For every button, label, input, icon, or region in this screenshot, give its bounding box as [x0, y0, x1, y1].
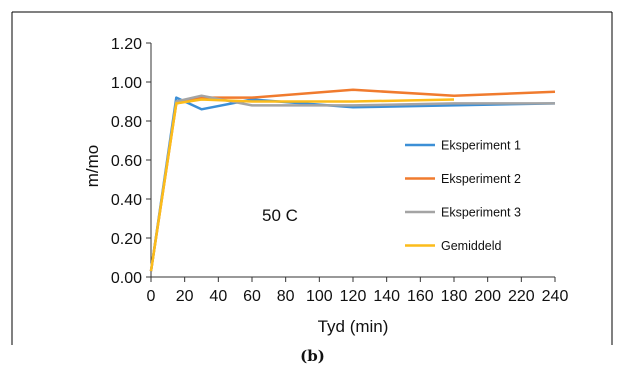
x-tick-label: 160 — [407, 288, 434, 305]
y-tick-label: 0.80 — [111, 114, 142, 131]
x-tick-label: 20 — [176, 288, 194, 305]
x-tick-label: 220 — [508, 288, 535, 305]
y-tick-label: 0.40 — [111, 192, 142, 209]
x-tick-label: 100 — [306, 288, 333, 305]
y-tick-label: 0.20 — [111, 231, 142, 248]
x-tick-label: 120 — [340, 288, 367, 305]
legend-label: Gemiddeld — [441, 239, 501, 253]
figure-caption: (b) — [300, 347, 325, 365]
y-axis-label: m/mo — [83, 145, 102, 188]
y-tick-label: 1.20 — [111, 36, 142, 53]
legend-label: Eksperiment 1 — [441, 139, 521, 153]
x-tick-label: 180 — [441, 288, 468, 305]
x-tick-label: 0 — [147, 288, 156, 305]
y-tick-label: 0.60 — [111, 153, 142, 170]
series-line-3 — [149, 94, 555, 272]
x-tick-label: 140 — [373, 288, 400, 305]
x-tick-label: 40 — [209, 288, 227, 305]
x-tick-label: 60 — [243, 288, 261, 305]
legend-label: Eksperiment 2 — [441, 172, 521, 186]
y-tick-label: 1.00 — [111, 75, 142, 92]
x-tick-label: 200 — [474, 288, 501, 305]
legend-label: Eksperiment 3 — [441, 206, 521, 220]
x-axis-label: Tyd (min) — [318, 317, 389, 336]
series-line-4 — [149, 98, 455, 272]
x-tick-label: 80 — [277, 288, 295, 305]
y-tick-label: 0.00 — [111, 270, 142, 287]
line-chart: 0.00 0.20 0.40 0.60 0.80 1.00 1.20 0 20 40 60 80 100… — [83, 36, 568, 336]
chart-annotation: 50 C — [262, 206, 298, 225]
x-tick-label: 240 — [542, 288, 569, 305]
